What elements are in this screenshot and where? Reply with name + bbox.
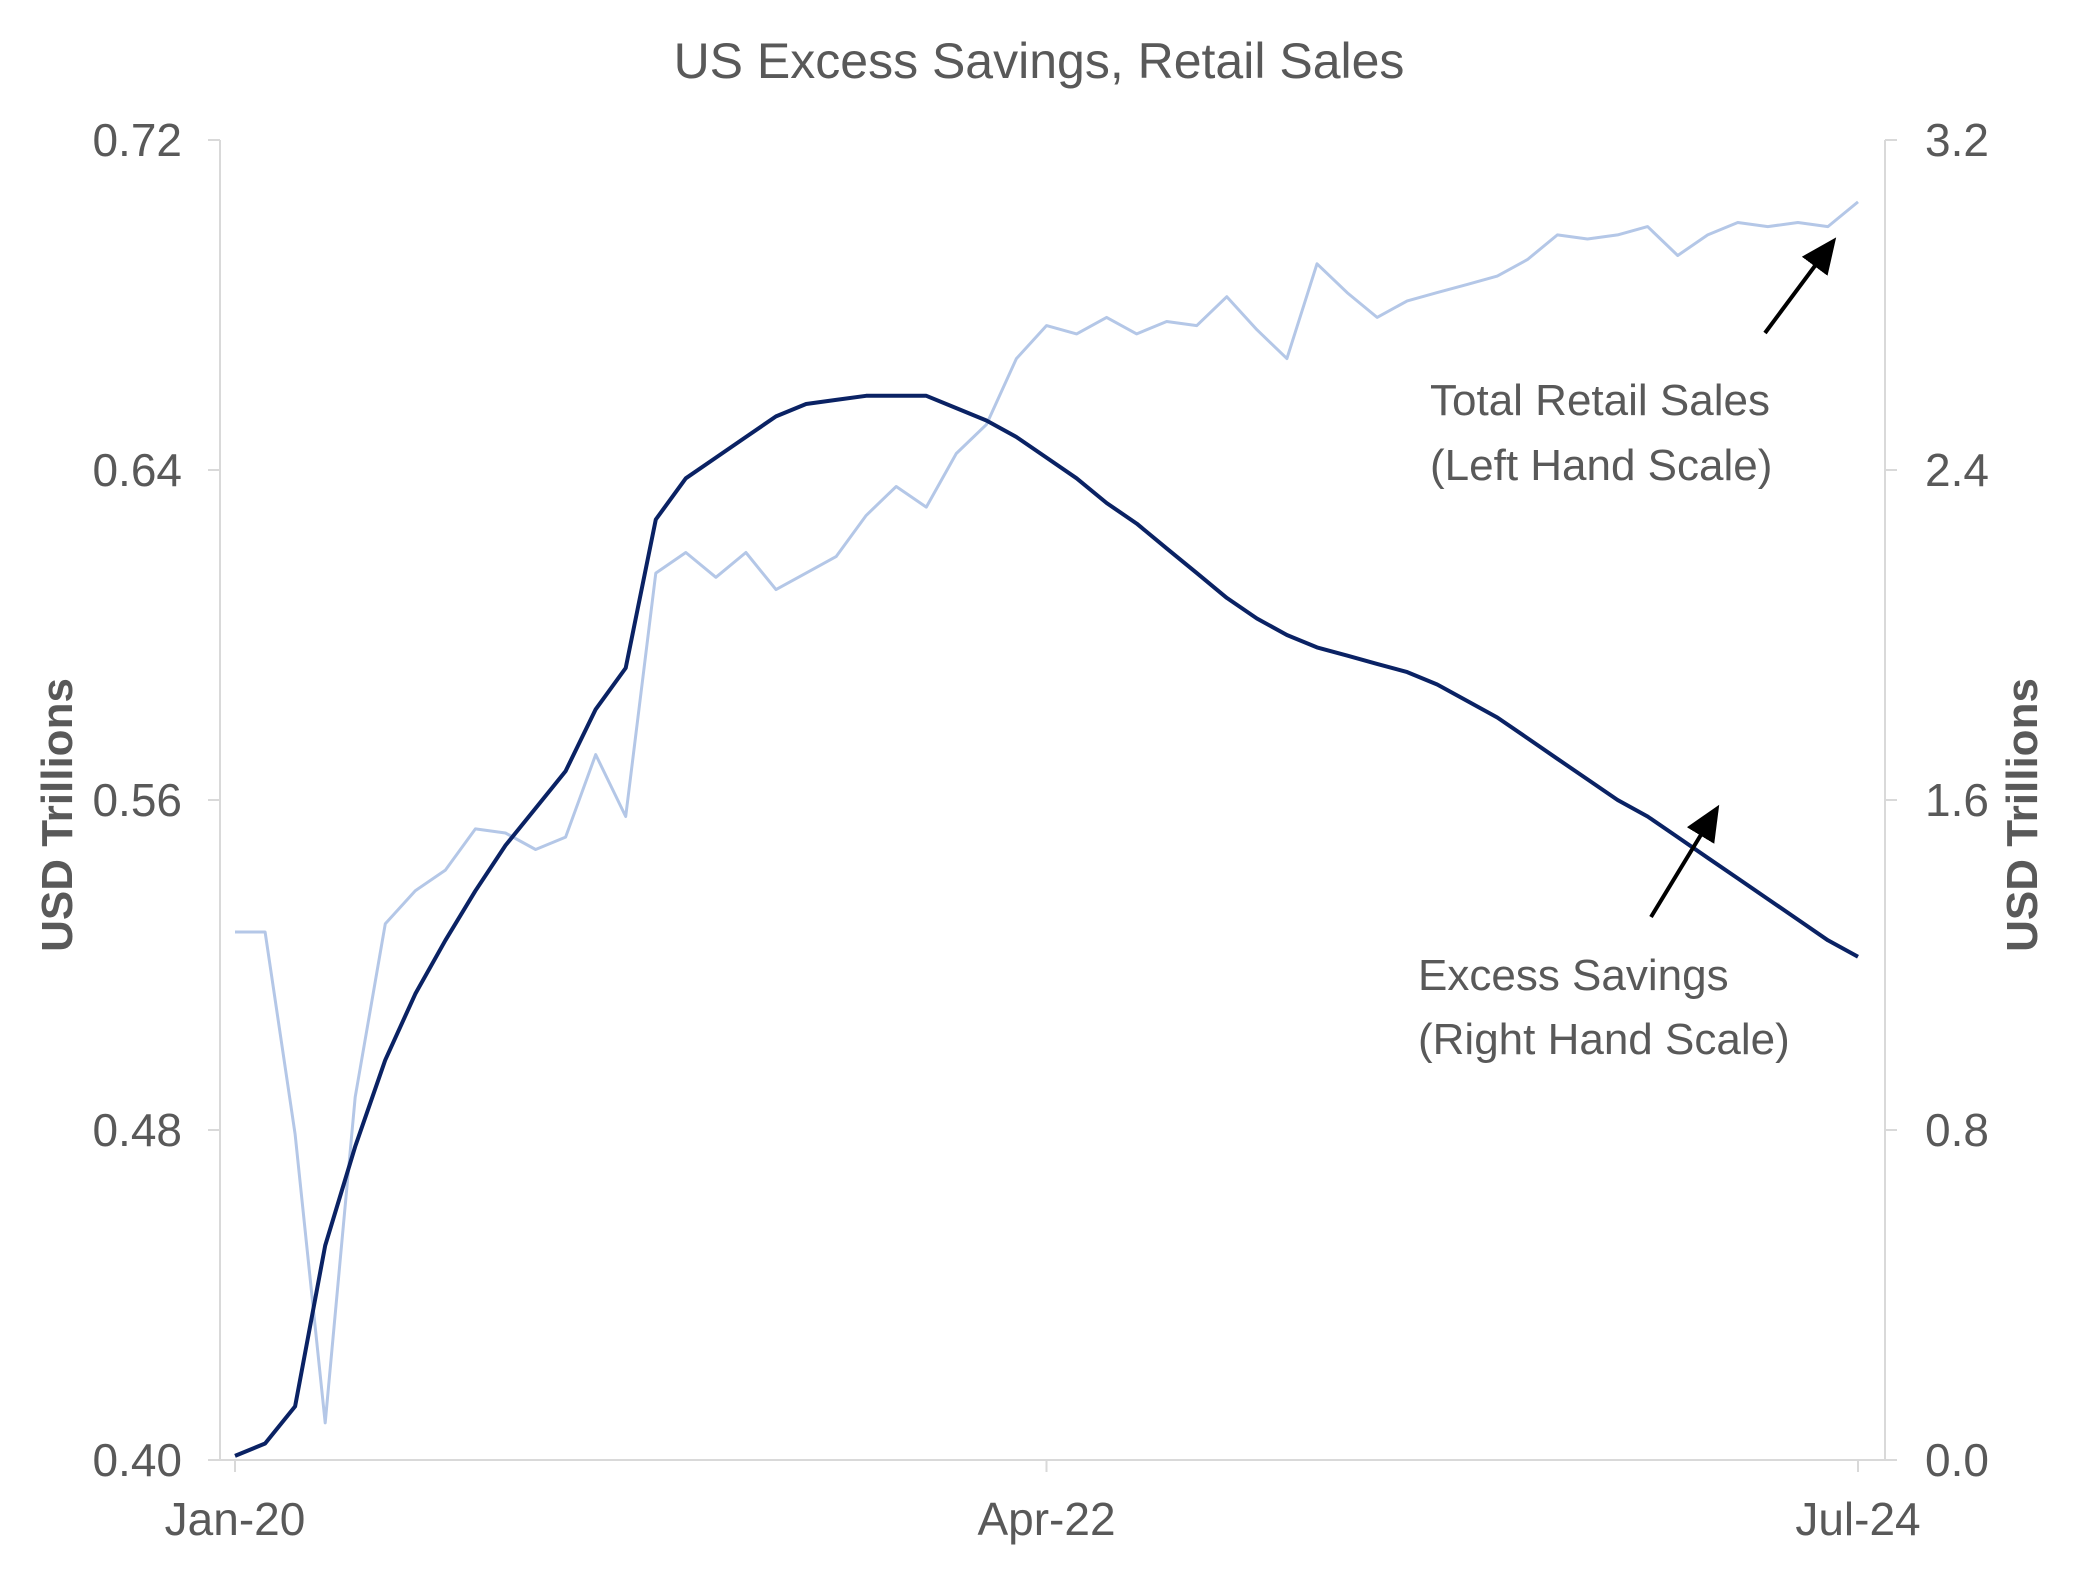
right-tick-label: 2.4 xyxy=(1925,444,1989,496)
right-tick-label: 1.6 xyxy=(1925,774,1989,826)
tick-labels: 0.40 0.48 0.56 0.64 0.72 0.0 0.8 1.6 2.4 3.2 Jan-2… xyxy=(92,114,1988,1545)
annotation-excess-savings-line1: Excess Savings xyxy=(1418,951,1729,1000)
right-tick-label: 0.8 xyxy=(1925,1104,1989,1156)
series-lines xyxy=(234,200,1859,1458)
axes xyxy=(208,139,1897,1472)
series-line-total-retail-sales xyxy=(235,200,1859,1425)
y-axis-label-right: USD Trillions xyxy=(1998,678,2047,952)
right-tick-label: 0.0 xyxy=(1925,1434,1989,1486)
annotation-retail-sales: Total Retail Sales (Left Hand Scale) xyxy=(1430,376,1772,490)
annotation-retail-sales-line2: (Left Hand Scale) xyxy=(1430,441,1772,490)
annotation-excess-savings: Excess Savings (Right Hand Scale) xyxy=(1418,951,1790,1064)
x-tick-label: Jan-20 xyxy=(165,1493,306,1545)
x-tick-label: Jul-24 xyxy=(1795,1493,1920,1545)
y-axis-label-left: USD Trillions xyxy=(33,678,82,952)
left-tick-label: 0.56 xyxy=(92,774,182,826)
arrow-excess-savings xyxy=(1649,804,1720,919)
chart-title: US Excess Savings, Retail Sales xyxy=(674,33,1405,89)
series-line-excess-savings xyxy=(234,393,1859,1458)
left-tick-label: 0.48 xyxy=(92,1104,182,1156)
left-tick-label: 0.72 xyxy=(92,114,182,166)
x-tick-label: Apr-22 xyxy=(977,1493,1115,1545)
right-tick-label: 3.2 xyxy=(1925,114,1989,166)
annotation-retail-sales-line1: Total Retail Sales xyxy=(1430,376,1770,425)
annotation-excess-savings-line2: (Right Hand Scale) xyxy=(1418,1015,1790,1064)
left-tick-label: 0.40 xyxy=(92,1434,182,1486)
arrow-retail-sales xyxy=(1763,237,1837,335)
left-tick-label: 0.64 xyxy=(92,444,182,496)
